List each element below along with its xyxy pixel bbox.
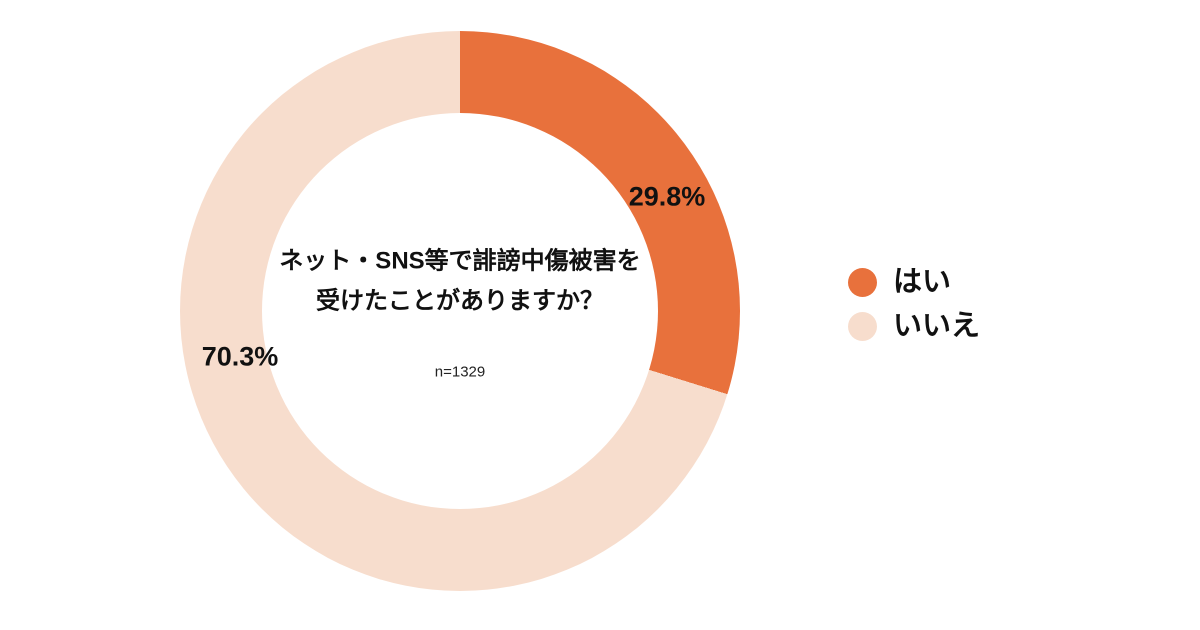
value-label-no: 70.3%: [201, 341, 279, 372]
legend-item-yes: はい: [848, 268, 980, 297]
donut-hole: [262, 113, 658, 509]
chart-title-line-1: ネット・SNS等で誹謗中傷被害を: [279, 247, 641, 275]
legend-label-no: いいえ: [893, 310, 981, 342]
chart-title-block: ネット・SNS等で誹謗中傷被害を 受けたことがありますか？ n=1329: [270, 242, 650, 381]
value-label-yes: 29.8%: [628, 181, 706, 212]
sample-size-label: n=1329: [434, 363, 486, 381]
legend-swatch-yes: [848, 268, 877, 297]
legend-swatch-no: [848, 312, 877, 341]
legend-label-yes: はい: [893, 266, 952, 298]
legend: はい いいえ: [848, 268, 980, 341]
legend-item-no: いいえ: [848, 312, 980, 341]
donut-chart: ネット・SNS等で誹謗中傷被害を 受けたことがありますか？ n=1329 29.…: [180, 31, 740, 591]
chart-title-line-2: 受けたことがありますか？: [316, 287, 604, 315]
